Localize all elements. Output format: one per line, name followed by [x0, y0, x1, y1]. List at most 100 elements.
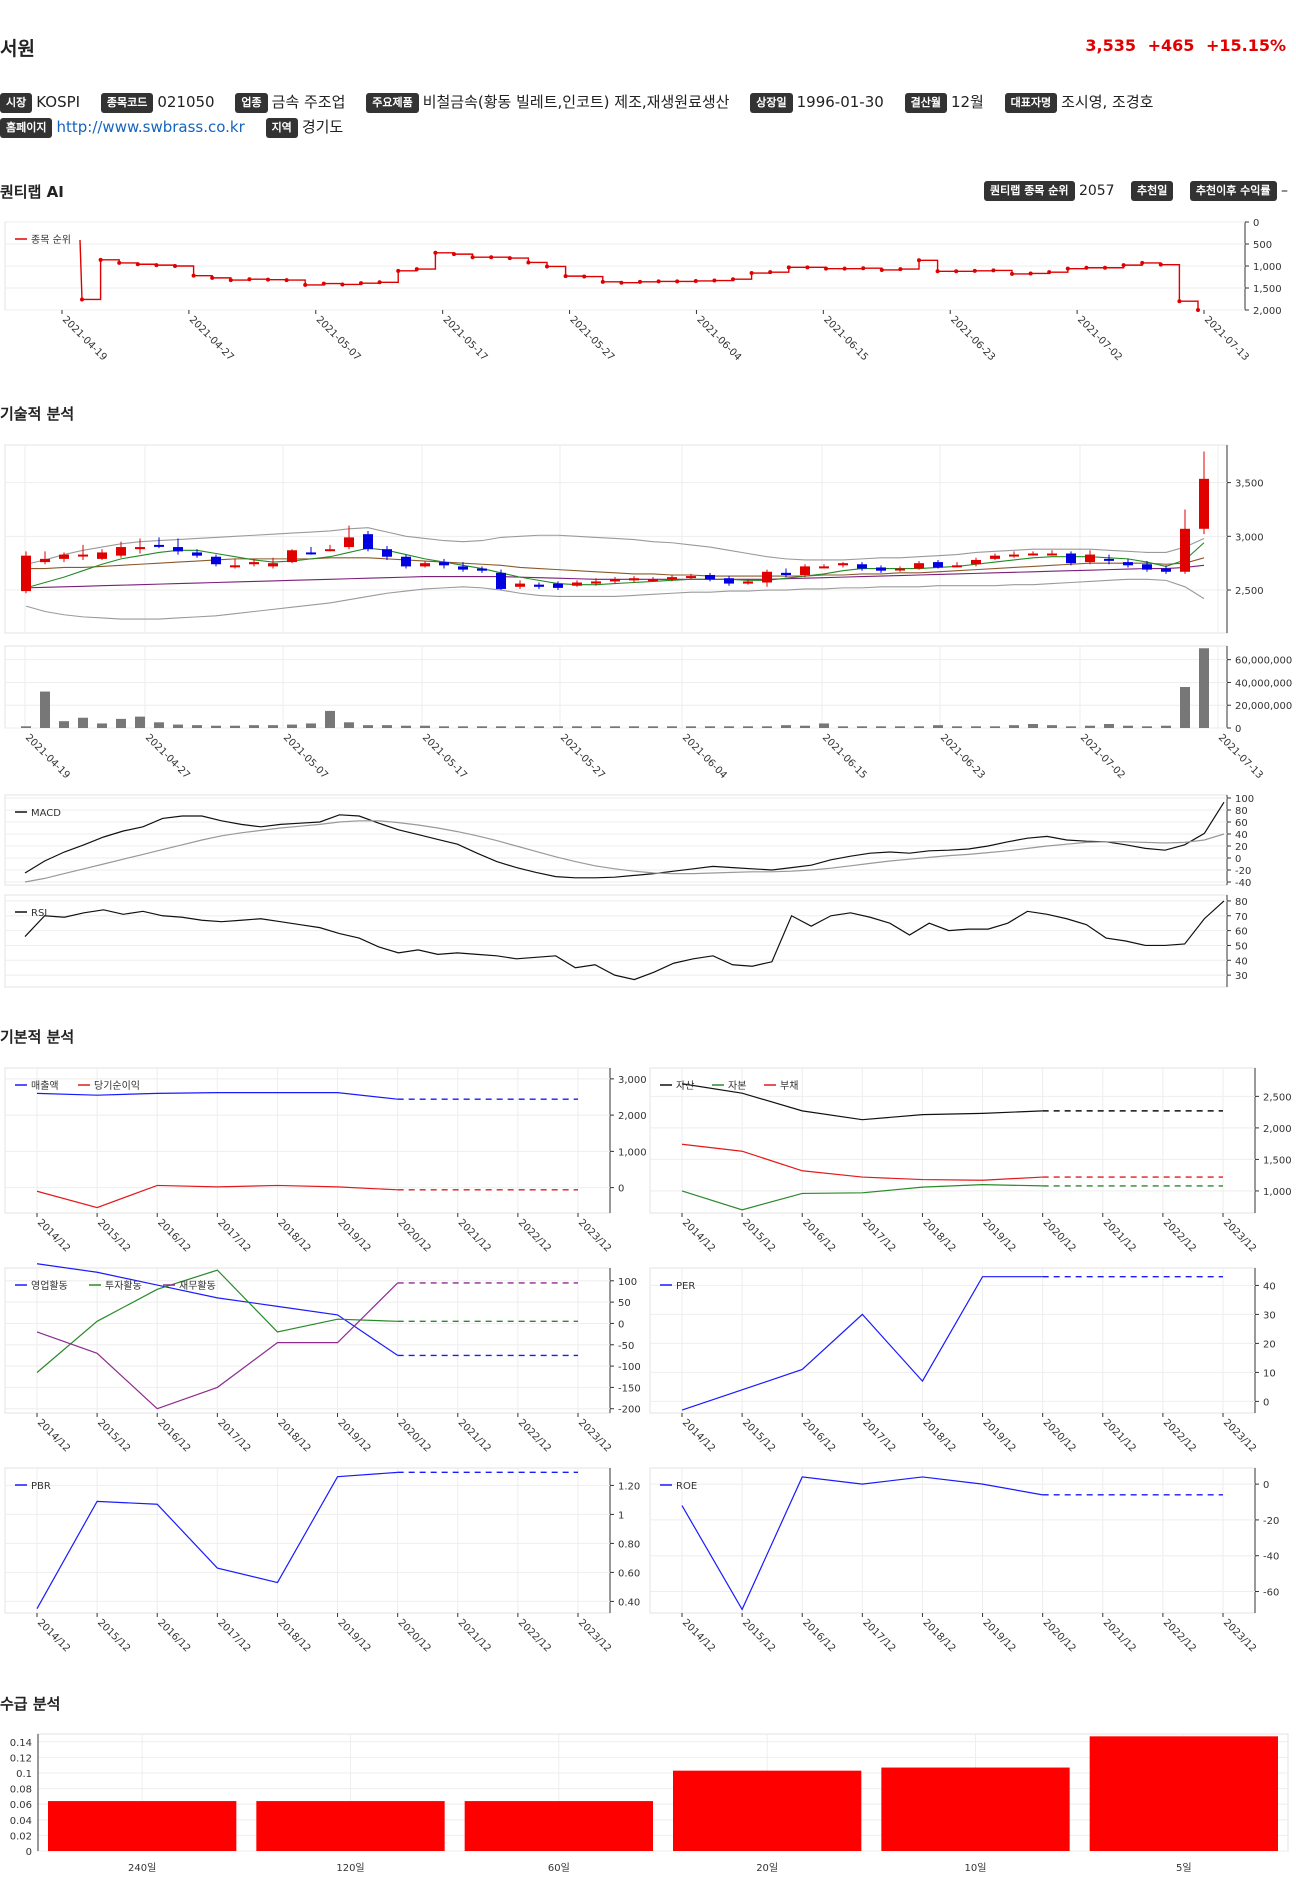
- volume-bar: [591, 726, 601, 728]
- per-chart: 0 10 20 30 40 2014/12 2015/12 2016/12 2017/12 201…: [649, 1267, 1276, 1454]
- sales-chart: 0 1,000 2,000 3,000 2014/12 2015/12 2016/12 201…: [4, 1067, 647, 1254]
- candle-body: [1047, 553, 1057, 556]
- ceo-value: 조시영, 조경호: [1061, 93, 1154, 111]
- homepage-link[interactable]: http://www.swbrass.co.kr: [56, 118, 245, 136]
- volume-bar: [629, 726, 639, 728]
- candle-body: [933, 562, 943, 568]
- series-line: [681, 1476, 1043, 1611]
- candle-body: [477, 568, 487, 571]
- homepage-tag: 홈페이지: [0, 118, 53, 138]
- x-tick-label: 2015/12: [740, 1417, 777, 1454]
- x-tick-label: 2017/12: [215, 1417, 252, 1454]
- y-tick-label: 0.14: [10, 1738, 32, 1749]
- y-tick-label: 3,000: [1235, 532, 1264, 543]
- x-tick-label: 2015/12: [95, 1417, 132, 1454]
- candle-body: [971, 559, 981, 565]
- stock-info-row-2: 홈페이지 http://www.swbrass.co.kr 지역 경기도: [0, 116, 359, 138]
- volume-bar: [933, 725, 943, 728]
- candle-body: [895, 568, 905, 571]
- volume-bar: [59, 721, 69, 728]
- volume-bar: [477, 726, 487, 728]
- x-tick-label: 2017/12: [860, 1417, 897, 1454]
- volume-bar: [97, 723, 107, 728]
- x-tick-label: 2021-07-13: [1216, 732, 1265, 781]
- candle-body: [1066, 553, 1076, 564]
- candle-body: [572, 582, 582, 586]
- x-tick-label: 2020/12: [396, 1217, 433, 1254]
- x-tick-label: 2022/12: [1161, 1617, 1198, 1654]
- x-tick-label: 2020/12: [1041, 1417, 1078, 1454]
- code-tag: 종목코드: [100, 93, 154, 113]
- rank-tag: 퀀티랩 종목 순위: [984, 181, 1075, 201]
- rank-point: [1158, 262, 1163, 267]
- y-tick-label: 0.06: [10, 1800, 32, 1811]
- candle-body: [1142, 564, 1152, 570]
- candle-body: [1085, 554, 1095, 563]
- y-tick-label: 0.02: [10, 1831, 32, 1842]
- rank-point: [805, 265, 810, 270]
- volume-bar: [363, 725, 373, 728]
- volume-chart: 0 20,000,000 40,000,000 60,000,000 2021-04-1…: [4, 645, 1292, 781]
- y-tick-label: -40: [1263, 1552, 1279, 1563]
- volume-bar: [154, 722, 164, 728]
- rank-point: [359, 281, 363, 286]
- rank-point: [749, 271, 754, 276]
- candle-body: [591, 581, 601, 584]
- candle-body: [116, 547, 126, 556]
- product-tag: 주요제품: [366, 93, 419, 113]
- x-tick-label: 2020/12: [1041, 1217, 1078, 1254]
- plot-area: [4, 794, 1228, 886]
- boll_upper-line: [25, 527, 1205, 565]
- volume-bar: [135, 716, 145, 728]
- rank-point: [1084, 265, 1089, 270]
- volume-bar: [1047, 725, 1057, 728]
- rank-point: [284, 278, 289, 283]
- volume-bar: [610, 726, 620, 728]
- rank-point: [489, 255, 494, 260]
- x-tick-label: 2021/12: [456, 1217, 493, 1254]
- legend-label: 부채: [780, 1080, 798, 1092]
- rank-point: [526, 260, 531, 265]
- volume-bar: [496, 726, 506, 728]
- rank-point: [470, 255, 475, 260]
- volume-bar: [78, 717, 88, 728]
- legend-label: PER: [676, 1281, 695, 1292]
- x-tick-label: 2014/12: [35, 1217, 72, 1254]
- candle-body: [268, 563, 278, 567]
- volume-bar: [819, 723, 829, 728]
- rank-point: [191, 273, 196, 278]
- candle-body: [1199, 478, 1209, 529]
- series-line: [36, 1269, 398, 1373]
- series-line: [36, 1263, 399, 1356]
- volume-bar: [173, 724, 183, 728]
- y-tick-label: 0: [1235, 854, 1241, 865]
- legend-label: MACD: [31, 808, 61, 819]
- x-tick-label: 2021-06-23: [948, 314, 997, 363]
- y-tick-label: 30: [1235, 971, 1248, 982]
- y-tick-label: 20: [1263, 1339, 1276, 1350]
- industry-value: 금속 주조업: [271, 93, 346, 111]
- candle-body: [534, 584, 544, 587]
- y-tick-label: 2,000: [1263, 1124, 1292, 1135]
- candle-body: [458, 566, 468, 570]
- x-tick-label: 2022/12: [516, 1217, 553, 1254]
- candle-body: [21, 555, 31, 592]
- candle-body: [1161, 568, 1171, 572]
- x-tick-label: 2015/12: [95, 1217, 132, 1254]
- candle-body: [59, 554, 69, 559]
- candle-body: [401, 556, 411, 567]
- candle-body: [686, 576, 696, 579]
- x-tick-label: 2021-04-27: [143, 732, 192, 781]
- rank-point: [582, 274, 587, 279]
- y-tick-label: 1: [618, 1510, 624, 1521]
- y-tick-label: -150: [618, 1383, 641, 1394]
- volume-bar: [553, 726, 563, 728]
- candle-body: [876, 567, 886, 571]
- candle-body: [382, 549, 392, 557]
- y-tick-label: 500: [1253, 240, 1272, 251]
- x-tick-label: 2015/12: [95, 1617, 132, 1654]
- x-tick-label: 2021-05-17: [441, 314, 490, 363]
- y-tick-label: 2,500: [1235, 586, 1264, 597]
- volume-bar: [116, 718, 126, 728]
- rank-point: [210, 275, 215, 280]
